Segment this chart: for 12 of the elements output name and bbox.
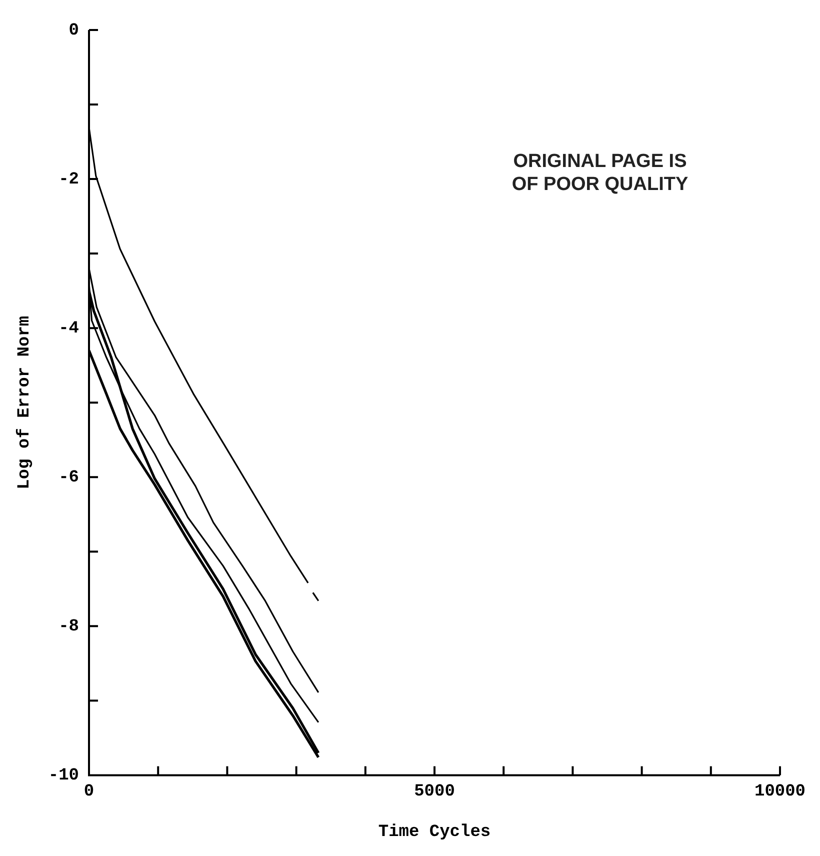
x-tick-label: 5000 [414, 782, 455, 802]
x-tick-label: 10000 [754, 782, 806, 802]
y-tick-label: -2 [58, 170, 80, 190]
y-axis-title: Log of Error Norm [15, 316, 34, 490]
y-tick-label: -4 [58, 319, 80, 338]
x-axis-title: Time Cycles [378, 823, 491, 842]
y-tick-label: -6 [58, 468, 80, 488]
y-tick-label: -10 [48, 766, 80, 786]
y-tick-label: -8 [58, 617, 80, 636]
y-tick-label: 0 [68, 21, 80, 40]
annotation: ORIGINAL PAGE IS OF POOR QUALITY [510, 150, 690, 196]
x-tick-label: 0 [84, 782, 94, 802]
